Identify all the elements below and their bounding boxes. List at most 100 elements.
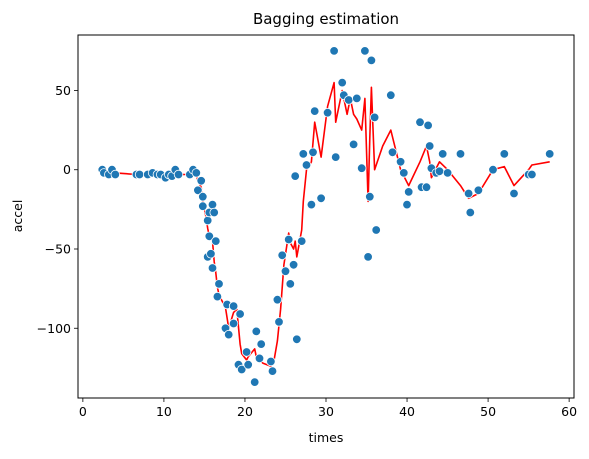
data-point [404,187,414,197]
y-tick-label: −100 [37,321,71,336]
data-point [463,188,474,199]
data-point [254,353,265,364]
data-point [369,112,380,123]
data-point [207,199,218,210]
data-point [337,77,347,88]
data-point [266,356,276,367]
data-point [249,377,260,387]
data-point [344,95,354,105]
data-point [499,149,510,159]
data-point [386,90,396,100]
data-point [298,149,309,159]
data-point [425,141,435,151]
data-point [272,295,283,305]
data-point [308,147,318,158]
data-point [202,215,213,226]
y-axis-ticks: −100 −50 0 50 [37,83,78,336]
data-point [256,339,266,349]
data-point [134,169,145,180]
data-point [235,309,245,319]
data-point [198,191,208,202]
data-point [442,168,453,178]
y-tick-label: −50 [45,241,71,256]
data-point [198,201,208,211]
data-point [285,279,296,289]
x-tick-label: 50 [480,404,496,419]
data-point [352,93,362,104]
data-point [196,176,206,186]
data-point [455,149,466,159]
data-point [509,188,519,199]
data-point [290,171,300,181]
data-point [366,55,377,66]
data-point [173,169,184,180]
data-point [488,164,498,175]
data-point [241,347,252,357]
data-point [434,166,445,177]
data-point [236,364,247,375]
data-point [251,326,261,337]
data-point [387,147,398,158]
data-point [402,199,412,210]
data-point [527,169,537,180]
data-point [228,301,239,311]
x-tick-label: 60 [561,404,577,419]
x-tick-label: 0 [79,404,87,419]
x-tick-label: 20 [237,404,253,419]
data-point [191,168,202,178]
x-tick-label: 40 [399,404,415,419]
data-point [297,236,307,246]
data-point [421,182,432,192]
data-point [473,185,484,196]
data-point [348,139,359,150]
data-point [214,279,224,289]
data-point [399,168,409,178]
data-point [277,250,287,261]
data-point [207,263,218,273]
y-axis-label: accel [10,200,25,233]
data-point [110,169,121,180]
data-point [465,207,476,218]
x-axis-ticks: 0 10 20 30 40 50 60 [79,398,577,419]
data-point [209,207,219,218]
data-point [280,266,291,276]
data-point [316,193,326,204]
data-point [223,329,234,340]
x-tick-label: 30 [318,404,334,419]
data-point [306,199,317,210]
data-point [438,149,448,159]
data-point [371,225,381,235]
data-point [357,163,367,173]
data-point [204,231,215,242]
data-point [193,185,203,196]
data-point [267,366,278,376]
data-point [363,252,373,262]
data-point [310,106,320,116]
data-point [322,107,333,118]
data-point [360,46,370,56]
data-point [415,117,425,127]
x-tick-label: 10 [156,404,172,419]
data-point [331,152,341,162]
data-point [284,234,294,245]
data-point [243,360,253,370]
y-tick-label: 0 [63,162,71,177]
data-point [228,318,239,329]
data-point [301,160,312,170]
x-axis-label: times [309,430,344,445]
data-point [292,334,302,345]
data-point [206,249,216,259]
scatter-points [97,46,555,387]
data-point [288,260,299,270]
chart-title: Bagging estimation [253,10,399,28]
data-point [274,317,284,327]
data-point [365,191,375,202]
plot-background [78,35,574,398]
data-point [545,149,555,159]
data-point [211,236,221,246]
data-point [395,157,406,167]
data-point [329,46,339,56]
plot-area [78,35,574,398]
data-point [212,291,223,302]
